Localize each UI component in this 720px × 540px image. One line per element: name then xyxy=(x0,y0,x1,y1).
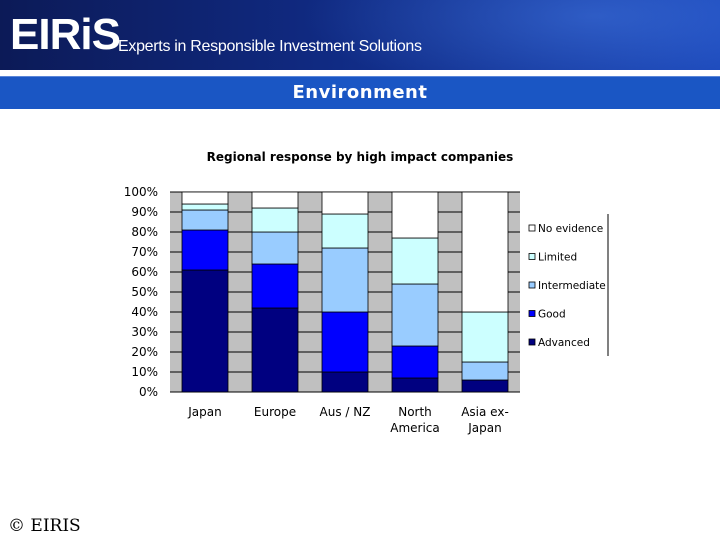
legend-swatch xyxy=(528,224,536,232)
y-tick-label: 60% xyxy=(131,265,158,279)
legend-entry: Good xyxy=(538,309,566,321)
bar-intermediate xyxy=(251,231,299,265)
bar-advanced xyxy=(391,377,439,393)
x-tick-label: America xyxy=(390,421,440,435)
y-tick-label: 30% xyxy=(131,325,158,339)
bar-limited xyxy=(391,237,439,285)
x-tick-label: Asia ex- xyxy=(461,405,509,419)
y-tick-label: 90% xyxy=(131,205,158,219)
bar-intermediate xyxy=(391,283,439,347)
x-tick-label: Europe xyxy=(254,405,296,419)
y-tick-label: 20% xyxy=(131,345,158,359)
chart-title: Regional response by high impact compani… xyxy=(206,150,514,164)
legend-entry: No evidence xyxy=(538,223,603,235)
y-tick-label: 10% xyxy=(131,365,158,379)
bar-advanced xyxy=(321,371,369,393)
section-title-bar: Environment xyxy=(0,76,720,109)
x-tick-label: Japan xyxy=(187,405,221,419)
x-tick-label: Japan xyxy=(467,421,501,435)
bar-no-evidence xyxy=(461,191,509,313)
bar-good xyxy=(391,345,439,379)
legend-swatch xyxy=(528,281,536,289)
x-tick-label: North xyxy=(398,405,432,419)
copyright: © EIRIS xyxy=(8,516,81,536)
bar-advanced xyxy=(181,269,229,393)
y-tick-label: 70% xyxy=(131,245,158,259)
legend-entry: Limited xyxy=(538,252,577,264)
legend-entry: Intermediate xyxy=(538,280,606,292)
bar-advanced xyxy=(461,379,509,393)
legend-entry: Advanced xyxy=(538,337,590,349)
bar-advanced xyxy=(251,307,299,393)
bar-good xyxy=(251,263,299,309)
header-banner: EIRiS Experts in Responsible Investment … xyxy=(0,0,720,70)
legend-swatch xyxy=(528,310,536,317)
bar-limited xyxy=(181,203,229,211)
bar-no-evidence xyxy=(391,191,439,239)
y-tick-label: 40% xyxy=(131,305,158,319)
bar-good xyxy=(181,229,229,271)
banner-glow xyxy=(300,0,720,70)
legend-swatch xyxy=(528,253,536,260)
bar-intermediate xyxy=(321,247,369,313)
tagline: Experts in Responsible Investment Soluti… xyxy=(118,38,422,55)
bar-intermediate xyxy=(181,209,229,231)
eiris-logo: EIRiS xyxy=(10,10,121,59)
bar-no-evidence xyxy=(251,191,299,209)
bar-no-evidence xyxy=(181,191,229,205)
bar-good xyxy=(321,311,369,373)
bar-limited xyxy=(321,213,369,249)
x-tick-label: Aus / NZ xyxy=(320,405,371,419)
bar-no-evidence xyxy=(321,191,369,215)
y-tick-label: 0% xyxy=(139,385,158,399)
bar-intermediate xyxy=(461,361,509,381)
y-tick-label: 50% xyxy=(131,285,158,299)
section-title: Environment xyxy=(292,82,428,103)
bar-limited xyxy=(251,207,299,233)
y-tick-label: 100% xyxy=(124,185,158,199)
bar-limited xyxy=(461,311,509,363)
legend-swatch xyxy=(528,338,536,346)
y-tick-label: 80% xyxy=(131,225,158,239)
